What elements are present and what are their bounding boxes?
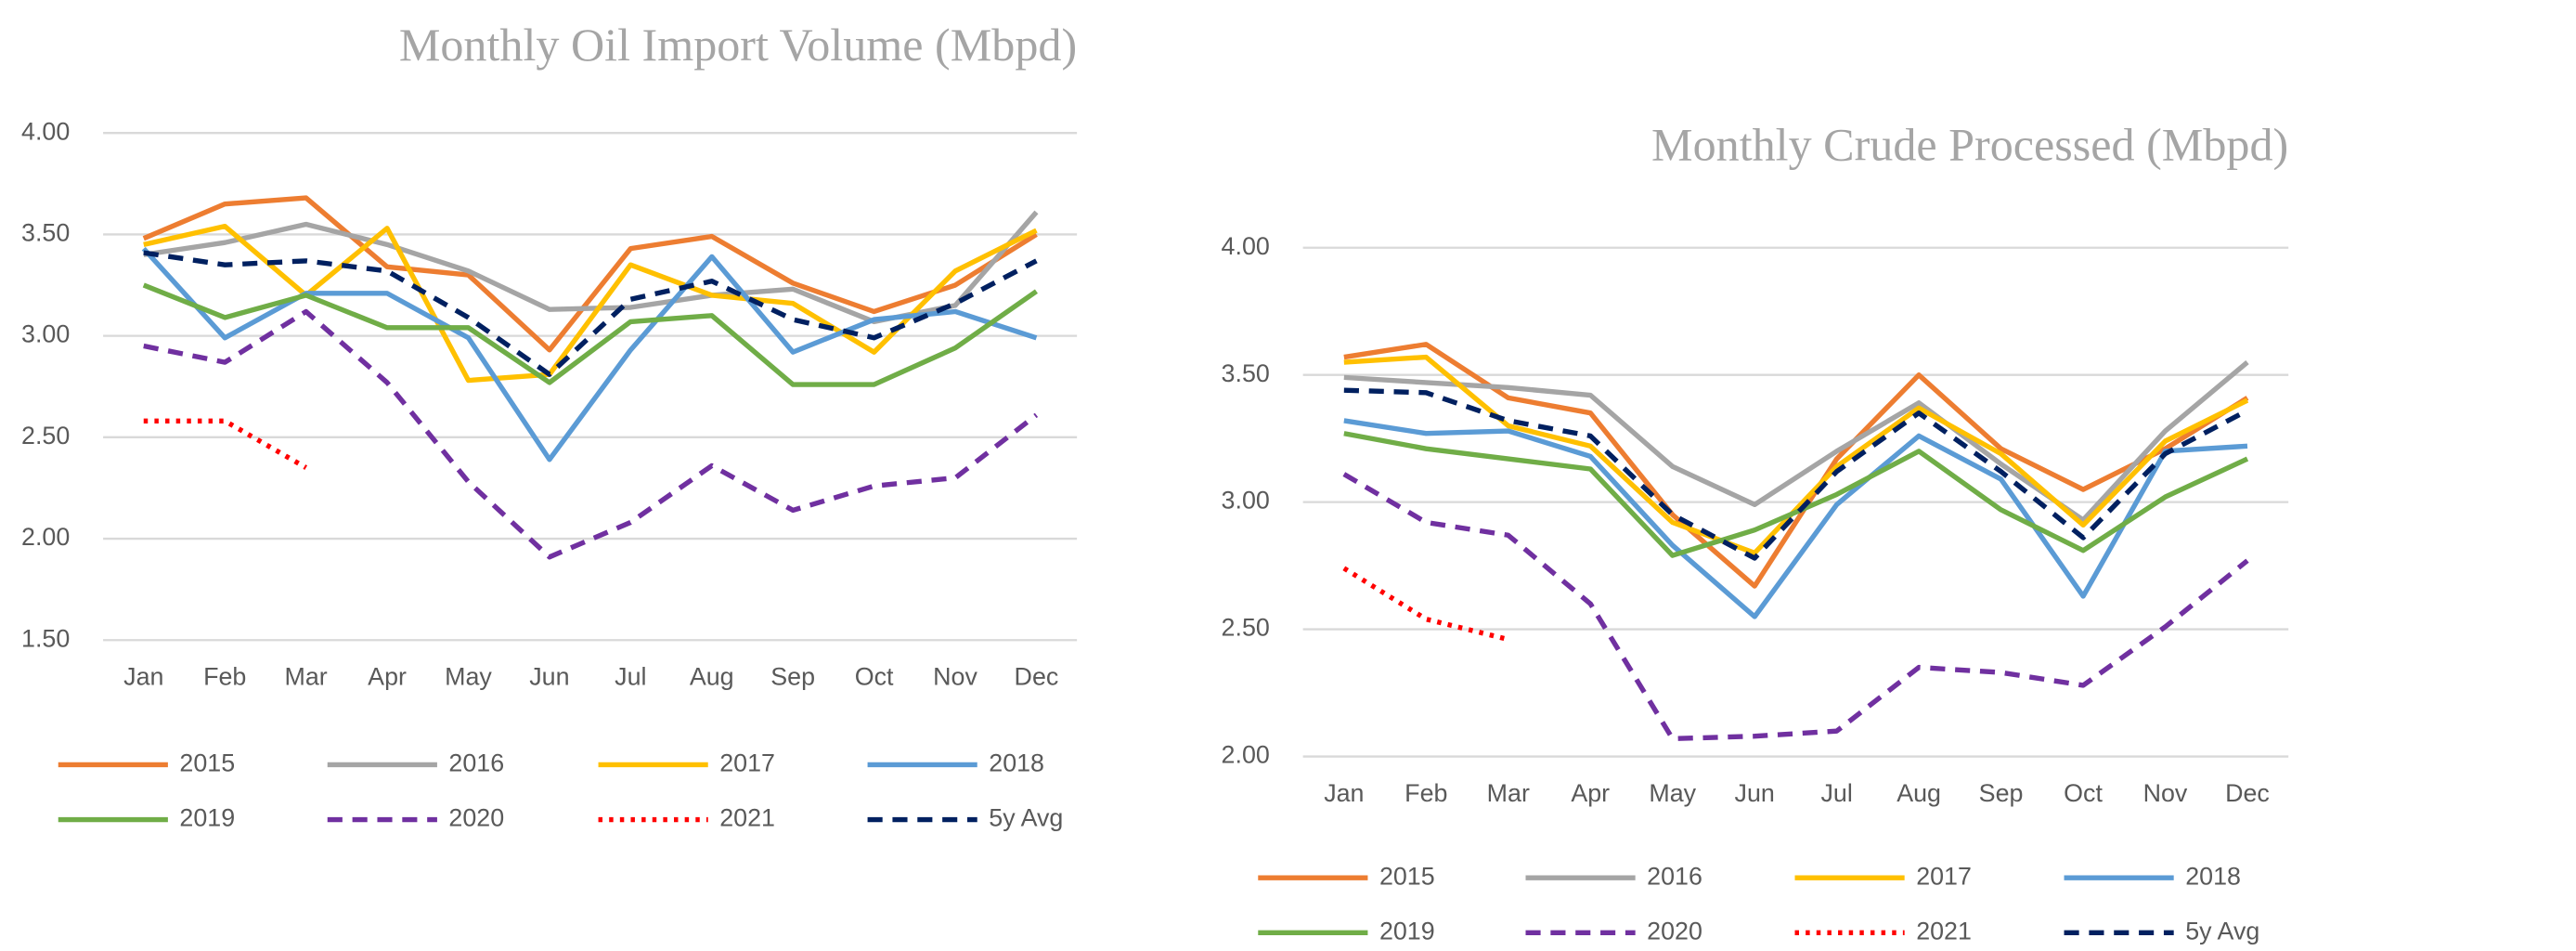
series-line <box>143 250 1038 377</box>
series-line <box>1342 472 2249 742</box>
series-line <box>1343 360 2249 523</box>
x-tick-label: Apr <box>1571 779 1610 807</box>
series-line <box>142 195 1038 353</box>
series-line <box>143 308 1039 560</box>
y-tick-label: 1.50 <box>21 624 70 652</box>
y-tick-label: 4.00 <box>1222 232 1270 260</box>
legend-label: 2020 <box>1647 917 1702 944</box>
legend-label: 5y Avg <box>989 804 1063 832</box>
legend-label: 2016 <box>1647 862 1702 890</box>
x-tick-label: Mar <box>1487 779 1530 807</box>
y-tick-label: 3.00 <box>21 320 70 348</box>
x-tick-label: May <box>1649 779 1696 807</box>
legend-label: 2017 <box>719 749 775 777</box>
y-tick-label: 2.00 <box>1222 741 1270 769</box>
x-tick-label: Sep <box>1979 779 2024 807</box>
legend-label: 2015 <box>179 749 235 777</box>
legend-label: 2020 <box>448 804 504 832</box>
x-tick-label: Jul <box>1820 779 1852 807</box>
legend-label: 2021 <box>1916 917 1972 944</box>
x-tick-label: May <box>445 662 492 690</box>
x-tick-label: Jun <box>529 662 569 690</box>
y-tick-label: 2.50 <box>1222 614 1270 642</box>
x-tick-label: Feb <box>1405 779 1447 807</box>
y-tick-label: 3.00 <box>1222 487 1270 515</box>
legend-label: 2019 <box>179 804 235 832</box>
series-line <box>142 282 1039 387</box>
legend-label: 2016 <box>448 749 504 777</box>
x-tick-label: Feb <box>203 662 246 690</box>
x-tick-label: Jan <box>123 662 163 690</box>
x-tick-label: Oct <box>855 662 894 690</box>
y-tick-label: 2.00 <box>21 523 70 551</box>
legend-label: 2015 <box>1379 862 1435 890</box>
x-tick-label: Nov <box>2143 779 2188 807</box>
series-line <box>1343 387 2249 561</box>
chart-title: Monthly Oil Import Volume (Mbpd) <box>399 19 1077 71</box>
x-tick-label: Oct <box>2064 779 2103 807</box>
legend-label: 2018 <box>2185 862 2241 890</box>
y-tick-label: 3.50 <box>1222 359 1270 387</box>
x-tick-label: Nov <box>933 662 977 690</box>
legend-label: 2021 <box>719 804 775 832</box>
series-line <box>1343 418 2248 619</box>
series-line <box>143 418 308 470</box>
legend-label: 5y Avg <box>2185 917 2259 944</box>
x-tick-label: Jul <box>615 662 646 690</box>
series-line <box>1343 431 2249 558</box>
x-tick-label: Jan <box>1324 779 1364 807</box>
series-line <box>1342 566 1509 643</box>
legend-label: 2018 <box>989 749 1044 777</box>
legend-label: 2017 <box>1916 862 1972 890</box>
x-tick-label: Apr <box>368 662 407 690</box>
x-tick-label: Mar <box>285 662 328 690</box>
x-tick-label: Aug <box>690 662 734 690</box>
legend-label: 2019 <box>1379 917 1435 944</box>
x-tick-label: Sep <box>770 662 815 690</box>
y-tick-label: 4.00 <box>21 117 70 145</box>
y-tick-label: 2.50 <box>21 422 70 449</box>
y-tick-label: 3.50 <box>21 219 70 247</box>
x-tick-label: Aug <box>1896 779 1941 807</box>
x-tick-label: Dec <box>1015 662 1059 690</box>
x-tick-label: Dec <box>2225 779 2270 807</box>
chart-title: Monthly Crude Processed (Mbpd) <box>1651 119 2288 171</box>
x-tick-label: Jun <box>1735 779 1775 807</box>
series-line <box>143 223 1038 384</box>
